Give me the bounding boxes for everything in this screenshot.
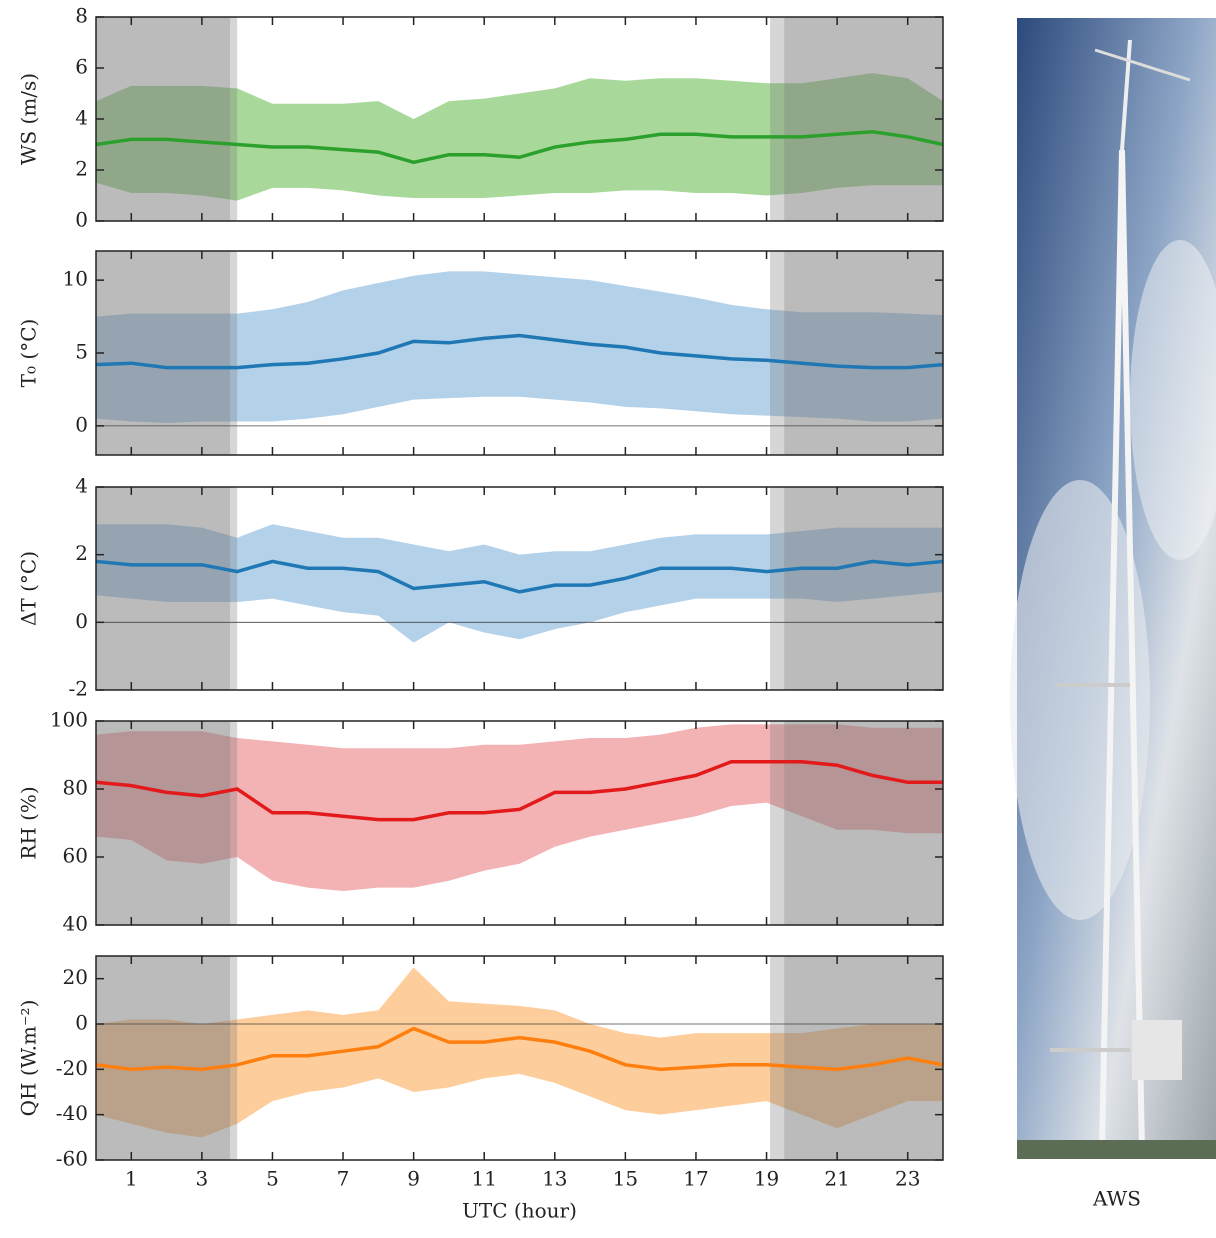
photo-caption: AWS [1092, 1187, 1141, 1211]
y-tick-label: -2 [69, 677, 88, 701]
y-axis-label: WS (m/s) [17, 73, 41, 165]
night-shading [784, 956, 943, 1160]
y-tick-label: 8 [75, 4, 88, 28]
x-tick-label: 19 [754, 1167, 779, 1191]
y-axis-label: QH (W.m⁻²) [17, 1000, 41, 1117]
night-shading [770, 17, 785, 221]
photo [1010, 18, 1216, 1159]
y-tick-label: 0 [75, 1011, 88, 1035]
night-shading [784, 721, 943, 925]
y-tick-label: 2 [75, 157, 88, 181]
y-tick-label: -20 [56, 1056, 88, 1080]
y-tick-label: 0 [75, 208, 88, 232]
night-shading [770, 956, 785, 1160]
x-tick-label: 23 [895, 1167, 920, 1191]
night-shading [784, 17, 943, 221]
x-tick-label: 5 [266, 1167, 279, 1191]
y-tick-label: 4 [75, 474, 88, 498]
y-tick-label: 40 [63, 912, 88, 936]
y-tick-label: 60 [63, 844, 88, 868]
x-tick-label: 11 [471, 1167, 496, 1191]
y-tick-label: 4 [75, 106, 88, 130]
night-shading [230, 956, 238, 1160]
mean-line [95, 559, 944, 594]
x-tick-label: 17 [683, 1167, 708, 1191]
y-axis-label: RH (%) [17, 786, 41, 859]
y-tick-label: -60 [56, 1147, 88, 1171]
night-shading [230, 721, 238, 925]
night-shading [784, 251, 943, 455]
x-axis-label: UTC (hour) [462, 1199, 577, 1223]
night-shading [96, 956, 231, 1160]
y-axis-label: T₀ (°C) [17, 319, 41, 388]
plot-frame [95, 720, 944, 926]
mean-line [95, 760, 943, 822]
y-tick-label: 0 [75, 412, 88, 436]
y-tick-label: -40 [56, 1101, 88, 1125]
y-tick-label: 100 [50, 708, 88, 732]
y-tick-label: 20 [63, 965, 88, 989]
y-axis-label: ΔT (°C) [17, 551, 41, 626]
night-shading [96, 721, 231, 925]
night-shading [770, 487, 785, 690]
x-tick-label: 1 [125, 1167, 138, 1191]
night-shading [770, 721, 785, 925]
night-shading [770, 251, 785, 455]
x-tick-label: 15 [613, 1167, 638, 1191]
x-tick-label: 21 [824, 1167, 849, 1191]
y-tick-label: 10 [63, 267, 88, 291]
night-shading [230, 17, 238, 221]
night-shading [230, 251, 238, 455]
mean-line [95, 129, 944, 165]
night-shading [96, 251, 231, 455]
night-shading [784, 487, 943, 690]
night-shading [230, 487, 238, 690]
y-tick-label: 2 [75, 541, 88, 565]
plot-frame [95, 955, 944, 1161]
x-tick-label: 7 [337, 1167, 350, 1191]
y-tick-label: 5 [75, 340, 88, 364]
mean-line [95, 333, 944, 370]
band [96, 73, 943, 201]
y-tick-label: 0 [75, 609, 88, 633]
x-tick-label: 9 [407, 1167, 420, 1191]
band [96, 967, 943, 1138]
mean-line [95, 1026, 944, 1072]
band [96, 271, 943, 423]
night-shading [96, 487, 231, 690]
x-tick-label: 3 [196, 1167, 209, 1191]
band [96, 524, 943, 643]
plot-frame [95, 486, 944, 691]
x-tick-label: 13 [542, 1167, 567, 1191]
y-tick-label: 80 [63, 776, 88, 800]
y-tick-label: 6 [75, 55, 88, 79]
night-shading [96, 17, 231, 221]
